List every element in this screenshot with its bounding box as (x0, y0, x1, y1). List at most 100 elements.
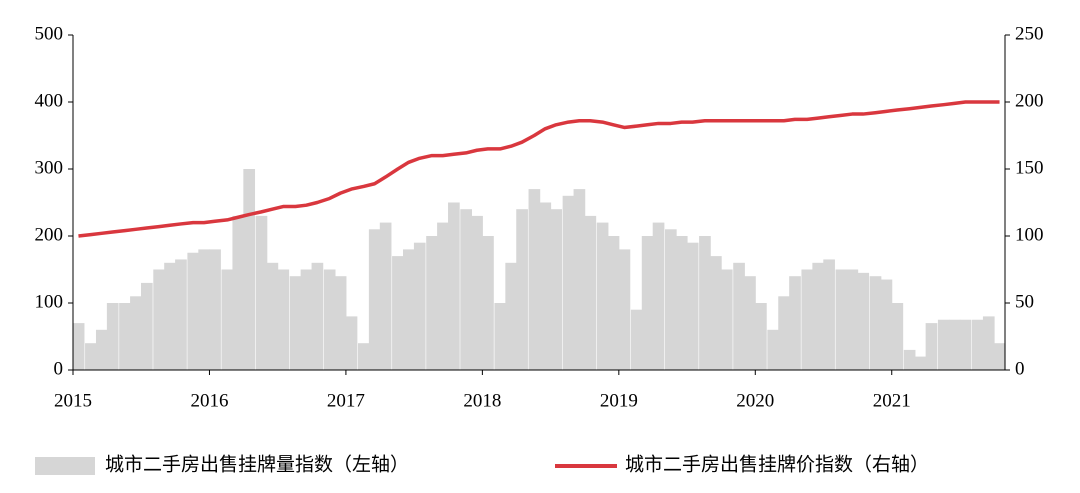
y2-tick-label: 0 (1015, 358, 1025, 379)
bar (300, 269, 313, 370)
bar (243, 169, 256, 370)
bar (255, 215, 268, 370)
y2-tick-label: 50 (1015, 291, 1034, 312)
bar (607, 236, 620, 370)
bar (789, 276, 801, 370)
bar (72, 323, 85, 370)
bar (675, 236, 688, 370)
legend-label: 城市二手房出售挂牌价指数（右轴） (625, 453, 929, 475)
x-tick-label: 2019 (600, 390, 638, 411)
legend-swatch (35, 457, 95, 475)
bar (823, 259, 835, 370)
bar (402, 249, 415, 370)
bar (573, 189, 586, 370)
bar (733, 262, 745, 370)
x-tick-label: 2018 (463, 390, 501, 411)
bar (778, 296, 790, 370)
bar (562, 195, 575, 370)
bar (357, 343, 370, 370)
bar (482, 236, 494, 370)
bar (937, 319, 950, 370)
bar (471, 215, 483, 370)
bar (505, 262, 518, 370)
bar (460, 209, 472, 370)
bar (630, 309, 643, 370)
bar (413, 242, 426, 370)
bar (334, 276, 347, 370)
bar (903, 349, 916, 370)
bar (379, 222, 392, 370)
bar (584, 215, 597, 370)
bar (699, 236, 711, 370)
y-tick-label: 200 (35, 224, 64, 245)
bar (835, 269, 848, 370)
bar (187, 252, 200, 370)
bar (767, 329, 780, 370)
bar (948, 319, 961, 370)
bar (664, 229, 677, 370)
bar (880, 279, 893, 370)
bar (437, 222, 449, 370)
bar (720, 269, 733, 370)
y2-tick-label: 150 (1015, 157, 1044, 178)
bar (925, 323, 938, 370)
bar (686, 242, 699, 370)
x-tick-label: 2015 (54, 390, 92, 411)
bar (345, 316, 358, 370)
bar (175, 259, 187, 370)
bar (164, 262, 176, 370)
bar (846, 269, 859, 370)
x-tick-label: 2017 (327, 390, 365, 411)
bar (119, 303, 131, 370)
y-tick-label: 100 (35, 291, 64, 312)
bar (311, 262, 324, 370)
x-tick-label: 2016 (190, 390, 228, 411)
bar (993, 343, 1006, 370)
bar (914, 356, 927, 370)
bar (801, 269, 814, 370)
bar (141, 282, 153, 370)
bar (221, 269, 234, 370)
y2-tick-label: 200 (1015, 90, 1044, 111)
bar (744, 276, 756, 370)
y2-tick-label: 100 (1015, 224, 1044, 245)
bar (95, 329, 108, 370)
bar (494, 303, 507, 370)
bar (710, 256, 722, 370)
legend-label: 城市二手房出售挂牌量指数（左轴） (105, 453, 409, 475)
bar (972, 319, 984, 370)
bar (528, 189, 541, 370)
bar (153, 269, 165, 370)
line (78, 100, 1000, 238)
bar (959, 319, 972, 370)
bar (982, 316, 995, 370)
bar (448, 202, 460, 370)
bar (652, 222, 665, 370)
bar (550, 209, 563, 370)
y-tick-label: 300 (35, 157, 64, 178)
bar (266, 262, 279, 370)
bar (641, 236, 654, 370)
bar (368, 229, 381, 370)
bar (618, 249, 631, 370)
bar (869, 276, 882, 370)
bar (130, 296, 142, 370)
bar (198, 249, 210, 370)
bar (277, 269, 290, 370)
bar (209, 249, 221, 370)
y-tick-label: 400 (35, 90, 64, 111)
bar (755, 303, 767, 370)
bar (516, 209, 528, 370)
bar (596, 222, 609, 370)
y2-tick-label: 250 (1015, 23, 1044, 44)
bar (539, 202, 552, 370)
bar (891, 303, 904, 370)
bar (392, 256, 404, 370)
bar (323, 269, 336, 370)
bar (106, 303, 119, 370)
y-tick-label: 500 (35, 23, 64, 44)
bar (857, 272, 870, 370)
x-tick-label: 2021 (873, 390, 911, 411)
